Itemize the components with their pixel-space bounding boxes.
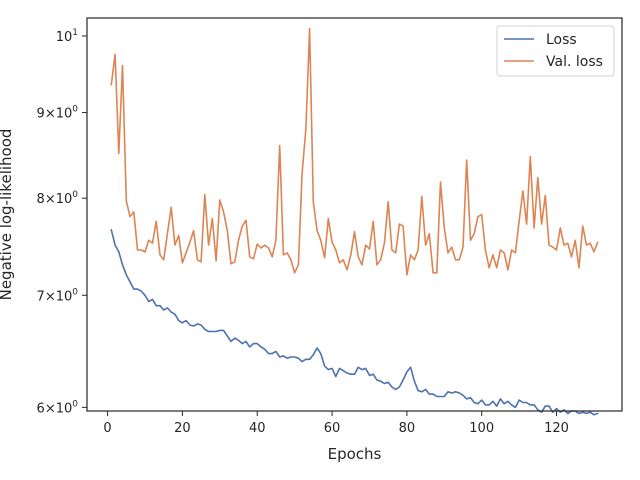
x-tick-label: 40 xyxy=(249,421,266,436)
legend-label-val-loss: Val. loss xyxy=(546,54,603,70)
x-tick-label: 60 xyxy=(324,421,341,436)
legend: Loss Val. loss xyxy=(496,25,615,77)
y-axis: 6×100 7×100 8×100 9×100 101 xyxy=(37,28,87,416)
y-axis-label: Negative log-likelihood xyxy=(0,129,15,301)
series-line-loss xyxy=(110,229,599,416)
y-tick-label: 6×100 xyxy=(37,399,79,416)
y-tick-label: 7×100 xyxy=(37,287,79,304)
y-tick-label: 9×100 xyxy=(37,105,79,122)
y-tick-label: 101 xyxy=(56,28,78,45)
x-tick-label: 0 xyxy=(103,421,111,436)
series-layer xyxy=(110,27,599,416)
plot-area xyxy=(86,17,623,416)
x-axis: 0 20 40 60 80 100 120 xyxy=(103,411,569,436)
x-tick-label: 120 xyxy=(544,421,569,436)
legend-label-loss: Loss xyxy=(546,32,577,48)
x-tick-label: 80 xyxy=(399,421,416,436)
series-line-val-loss xyxy=(110,27,599,276)
x-tick-label: 100 xyxy=(469,421,494,436)
x-axis-label: Epochs xyxy=(328,445,382,463)
y-tick-label: 8×100 xyxy=(37,190,79,207)
x-tick-label: 20 xyxy=(174,421,191,436)
plot-frame xyxy=(86,17,623,412)
